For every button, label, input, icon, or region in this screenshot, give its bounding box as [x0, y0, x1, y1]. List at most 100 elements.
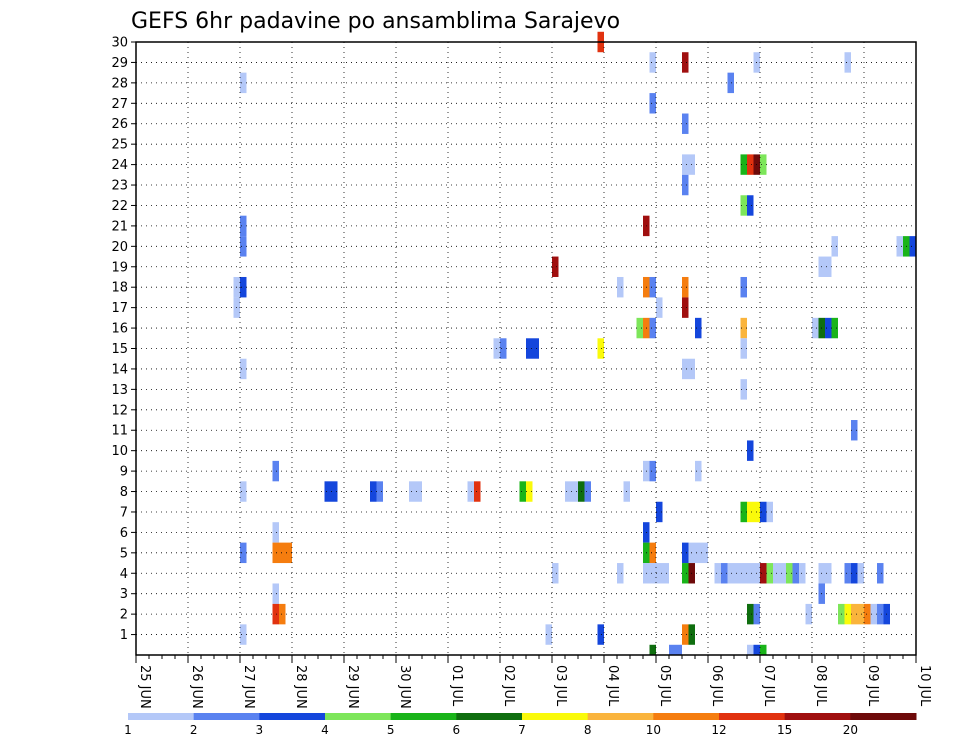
heatmap-cell: [760, 501, 767, 523]
heatmap-cell: [695, 317, 702, 339]
x-tick-label: 08 JUL: [813, 665, 828, 707]
colorbar-label: 6: [453, 723, 461, 737]
x-tick-label: 30 JUN: [397, 665, 412, 709]
heatmap-cell: [792, 563, 799, 584]
heatmap-cell: [649, 542, 656, 564]
y-tick-label: 1: [120, 628, 128, 643]
heatmap-cell: [240, 624, 247, 645]
heatmap-cell: [851, 563, 858, 584]
heatmap-cell: [805, 603, 812, 625]
heatmap-cell: [747, 603, 754, 625]
heatmap-cell: [584, 481, 591, 502]
grid-lines: [136, 42, 916, 655]
y-tick-label: 15: [111, 342, 128, 357]
heatmap-cells: [233, 31, 916, 655]
y-tick-label: 17: [111, 301, 128, 316]
colorbar-legend: 1 2 3 4 5 6 7 8 10 12 15 20: [124, 713, 917, 737]
heatmap-cell: [552, 563, 559, 584]
heatmap-cell: [682, 52, 689, 73]
colorbar-label: 12: [711, 723, 726, 737]
colorbar-swatch: [719, 713, 786, 720]
colorbar-swatch: [325, 713, 392, 720]
heatmap-cell: [747, 644, 754, 655]
heatmap-cell: [272, 542, 292, 564]
heatmap-cell: [844, 52, 851, 73]
y-tick-label: 13: [111, 383, 128, 398]
colorbar-swatch: [587, 713, 654, 720]
y-tick-label: 14: [111, 362, 128, 377]
y-tick-label: 3: [120, 587, 128, 602]
heatmap-cell: [877, 603, 884, 625]
colorbar-label: 10: [646, 723, 661, 737]
heatmap-cell: [240, 358, 247, 380]
heatmap-cell: [740, 501, 747, 523]
heatmap-cell: [877, 563, 884, 584]
x-tick-label: 29 JUN: [345, 665, 360, 709]
heatmap-cell: [747, 154, 754, 175]
y-tick-label: 30: [111, 36, 128, 51]
x-tick-label: 25 JUN: [137, 665, 152, 709]
heatmap-cell: [500, 338, 507, 359]
heatmap-cell: [649, 460, 656, 482]
heatmap-cell: [240, 72, 247, 94]
colorbar-swatch: [128, 713, 195, 720]
heatmap-cell: [669, 644, 682, 655]
y-tick-label: 9: [120, 465, 128, 480]
y-tick-label: 24: [111, 158, 128, 173]
x-tick-label: 07 JUL: [761, 665, 776, 707]
heatmap-cell: [825, 317, 832, 339]
heatmap-cell: [896, 236, 903, 257]
heatmap-cell: [682, 542, 689, 564]
colorbar-label: 15: [777, 723, 792, 737]
heatmap-cell: [272, 522, 279, 543]
y-tick-label: 5: [120, 546, 128, 561]
colorbar-swatch: [784, 713, 851, 720]
x-axis: 25 JUN 26 JUN 27 JUN 28 JUN 29 JUN 30 JUN 01 J…: [135, 655, 932, 709]
heatmap-cell: [870, 603, 877, 625]
y-tick-label: 22: [111, 199, 128, 214]
x-tick-label: 28 JUN: [293, 665, 308, 709]
y-tick-label: 19: [111, 260, 128, 275]
chart-title: GEFS 6hr padavine po ansamblima Sarajevo: [131, 9, 620, 34]
heatmap-cell: [857, 563, 864, 584]
heatmap-cell: [370, 481, 377, 502]
heatmap-cell: [649, 93, 656, 114]
heatmap-cell: [766, 563, 773, 584]
y-tick-label: 18: [111, 281, 128, 296]
heatmap-cell: [617, 563, 624, 584]
colorbar-swatch: [390, 713, 457, 720]
y-tick-label: 6: [120, 526, 128, 541]
heatmap-cell: [545, 624, 552, 645]
colorbar-label: 2: [190, 723, 198, 737]
heatmap-cell: [240, 481, 247, 502]
x-tick-label: 02 JUL: [501, 665, 516, 707]
x-tick-label: 01 JUL: [449, 665, 464, 707]
heatmap-cell: [682, 358, 695, 380]
heatmap-cell: [467, 481, 474, 502]
heatmap-cell: [565, 481, 572, 502]
heatmap-cell: [688, 542, 708, 564]
heatmap-cell: [649, 644, 656, 655]
heatmap-cell: [240, 276, 247, 298]
heatmap-cell: [844, 603, 851, 625]
y-tick-label: 10: [111, 444, 128, 459]
heatmap-cell: [766, 501, 773, 523]
y-tick-label: 2: [120, 608, 128, 623]
y-axis: 1234567891011121314151617181920212223242…: [111, 36, 136, 643]
heatmap-cell: [851, 420, 858, 441]
colorbar-swatch: [456, 713, 523, 720]
heatmap-cell: [272, 603, 279, 625]
heatmap-cell: [649, 276, 656, 298]
heatmap-cell: [571, 481, 578, 502]
heatmap-cell: [760, 154, 767, 175]
heatmap-cell: [682, 297, 689, 318]
y-tick-label: 29: [111, 56, 128, 71]
heatmap-cell: [760, 563, 767, 584]
y-tick-label: 16: [111, 322, 128, 337]
y-tick-label: 4: [120, 567, 128, 582]
heatmap-cell: [786, 563, 793, 584]
y-tick-label: 11: [111, 424, 128, 439]
heatmap-cell: [727, 563, 760, 584]
heatmap-cell: [799, 563, 806, 584]
